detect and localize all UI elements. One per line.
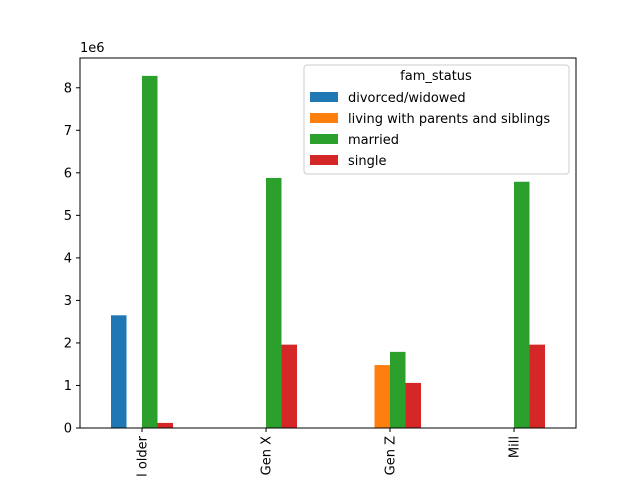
legend-swatch bbox=[310, 155, 338, 165]
x-tick-label: Gen Z bbox=[384, 436, 399, 475]
bar-married-3 bbox=[514, 181, 530, 428]
bar-married-0 bbox=[142, 75, 158, 429]
bar-married-2 bbox=[390, 351, 406, 428]
x-axis: l older Gen X Gen Z Mill bbox=[136, 428, 523, 477]
y-tick-label: 1 bbox=[64, 379, 72, 394]
legend-label: living with parents and siblings bbox=[348, 112, 550, 127]
legend-swatch bbox=[310, 92, 338, 102]
y-axis: 0 1 2 3 4 5 6 7 8 bbox=[64, 81, 80, 437]
y-tick-label: 8 bbox=[64, 81, 72, 96]
legend-frame bbox=[303, 64, 570, 175]
bar-single-2 bbox=[405, 382, 421, 428]
y-tick-label: 3 bbox=[64, 294, 72, 309]
y-tick-label: 6 bbox=[64, 166, 72, 181]
legend-title: fam_status bbox=[400, 69, 472, 84]
legend-label: single bbox=[348, 154, 387, 169]
legend-label: divorced/widowed bbox=[348, 91, 466, 106]
legend-swatch bbox=[310, 113, 338, 123]
y-tick-label: 4 bbox=[64, 251, 72, 266]
bar-living-with-parents-and-siblings-2 bbox=[374, 365, 390, 428]
bar-single-3 bbox=[529, 344, 545, 428]
bar-single-1 bbox=[281, 344, 297, 428]
y-tick-label: 7 bbox=[64, 124, 72, 139]
legend-swatch bbox=[310, 134, 338, 144]
x-tick-label: l older bbox=[136, 435, 151, 477]
y-tick-label: 0 bbox=[64, 422, 72, 437]
y-tick-label: 2 bbox=[64, 336, 72, 351]
legend: fam_status divorced/widowed living with p… bbox=[303, 64, 570, 175]
y-multiplier-label: 1e6 bbox=[80, 41, 105, 56]
legend-label: married bbox=[348, 133, 399, 148]
plot-frame bbox=[79, 57, 577, 429]
x-tick-label: Mill bbox=[508, 436, 523, 458]
bars-layer bbox=[111, 75, 545, 429]
bar-single-0 bbox=[157, 422, 173, 428]
y-tick-label: 5 bbox=[64, 209, 72, 224]
bar-married-1 bbox=[266, 177, 282, 428]
bar-divorced-widowed-0 bbox=[111, 315, 127, 428]
x-tick-label: Gen X bbox=[260, 436, 275, 475]
